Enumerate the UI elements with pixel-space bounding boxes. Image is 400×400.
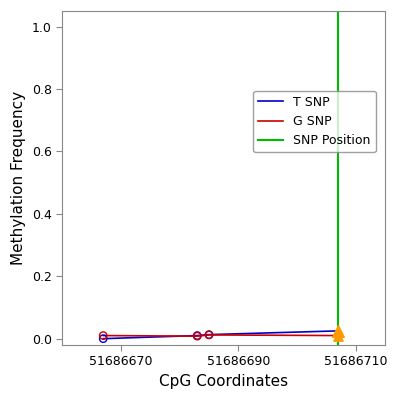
Legend: T SNP, G SNP, SNP Position: T SNP, G SNP, SNP Position — [254, 91, 376, 152]
Y-axis label: Methylation Frequency: Methylation Frequency — [11, 91, 26, 265]
Point — [206, 332, 212, 338]
Point — [335, 328, 342, 334]
Point — [335, 332, 342, 339]
Point — [100, 336, 106, 342]
Point — [100, 332, 106, 339]
Point — [194, 332, 200, 339]
Point — [194, 333, 200, 339]
Point — [206, 332, 212, 338]
X-axis label: CpG Coordinates: CpG Coordinates — [159, 374, 288, 389]
